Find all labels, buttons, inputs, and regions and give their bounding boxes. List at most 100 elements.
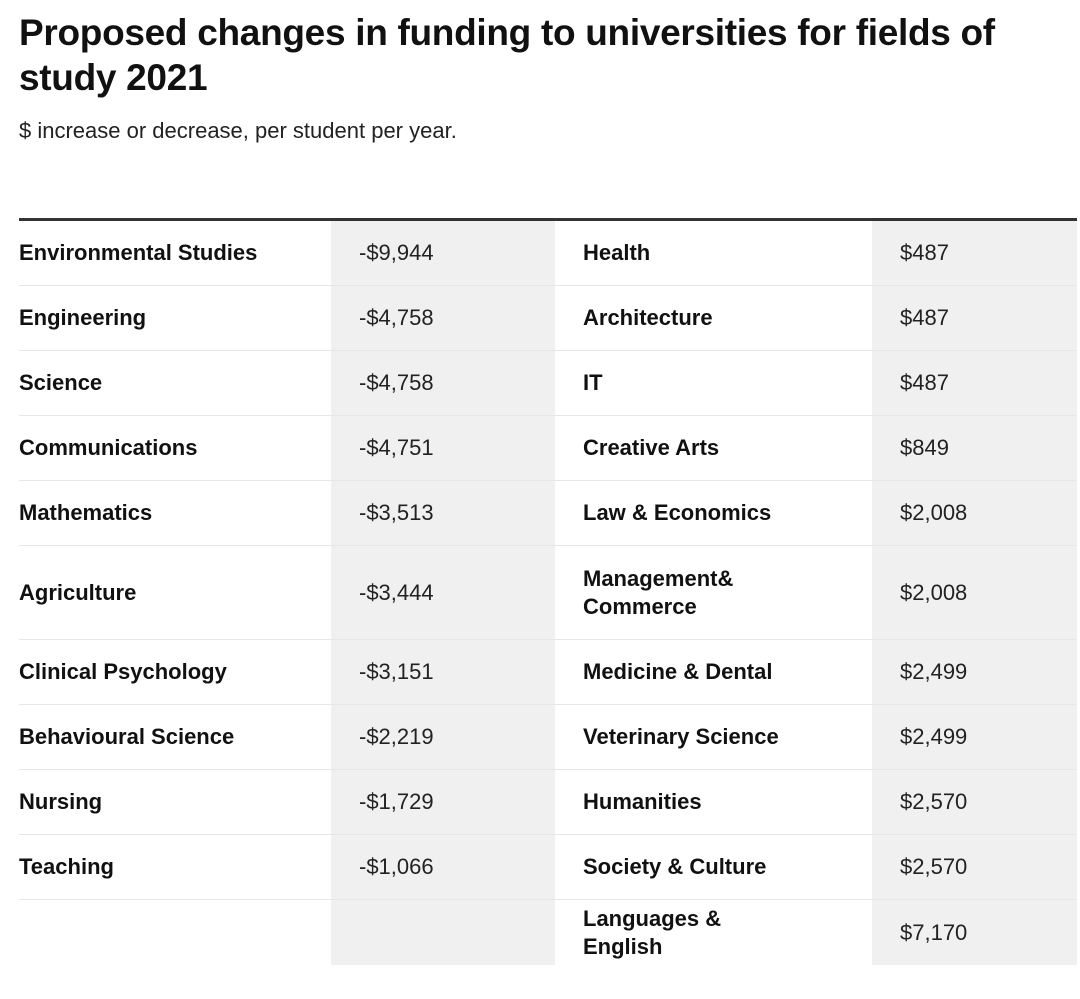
value-b-cell: $487 bbox=[872, 286, 1077, 350]
field-a-cell-text: Behavioural Science bbox=[19, 724, 235, 749]
field-a-cell-text: Nursing bbox=[19, 789, 103, 814]
value-b-cell-text: $487 bbox=[900, 305, 949, 330]
field-b-cell-text: Languages & English bbox=[583, 905, 722, 959]
value-a-cell: -$4,758 bbox=[331, 286, 555, 350]
field-b-cell: Creative Arts bbox=[555, 416, 872, 480]
table-row: Engineering -$4,758 Architecture $487 bbox=[19, 286, 1077, 351]
value-a-cell-text: -$9,944 bbox=[359, 240, 434, 265]
value-b-cell: $2,570 bbox=[872, 770, 1077, 834]
field-a-cell: Clinical Psychology bbox=[19, 640, 331, 704]
value-a-cell bbox=[331, 900, 555, 965]
field-a-cell-text: Communications bbox=[19, 435, 198, 460]
value-b-cell-text: $7,170 bbox=[900, 919, 968, 945]
field-b-cell-text: Creative Arts bbox=[583, 435, 720, 460]
value-a-cell: -$3,151 bbox=[331, 640, 555, 704]
value-a-cell-text: -$1,729 bbox=[359, 789, 434, 814]
field-b-cell-text: IT bbox=[583, 370, 603, 395]
field-a-cell-text: Mathematics bbox=[19, 500, 153, 525]
value-b-cell-text: $2,499 bbox=[900, 659, 968, 684]
value-a-cell-text: -$4,758 bbox=[359, 305, 434, 330]
field-a-cell: Agriculture bbox=[19, 546, 331, 639]
value-a-cell: -$1,066 bbox=[331, 835, 555, 899]
table-row: Environmental Studies -$9,944 Health $487 bbox=[19, 221, 1077, 286]
field-a-cell: Communications bbox=[19, 416, 331, 480]
value-a-cell-text: -$3,513 bbox=[359, 500, 434, 525]
value-b-cell-text: $487 bbox=[900, 370, 949, 395]
field-a-cell: Environmental Studies bbox=[19, 221, 331, 285]
field-a-cell-text: Environmental Studies bbox=[19, 240, 258, 265]
funding-table: Environmental Studies -$9,944 Health $487 En… bbox=[19, 218, 1077, 965]
field-a-cell: Nursing bbox=[19, 770, 331, 834]
value-b-cell-text: $849 bbox=[900, 435, 949, 460]
table-row: Mathematics -$3,513 Law & Economics $2,008 bbox=[19, 481, 1077, 546]
value-a-cell-text: -$3,151 bbox=[359, 659, 434, 684]
table-row: Communications -$4,751 Creative Arts $849 bbox=[19, 416, 1077, 481]
value-a-cell: -$3,444 bbox=[331, 546, 555, 639]
field-a-cell-text: Engineering bbox=[19, 305, 147, 330]
table-row: Behavioural Science -$2,219 Veterinary Sci… bbox=[19, 705, 1077, 770]
field-a-cell: Mathematics bbox=[19, 481, 331, 545]
field-a-cell: Science bbox=[19, 351, 331, 415]
field-a-cell-text: Clinical Psychology bbox=[19, 659, 227, 684]
value-b-cell: $2,008 bbox=[872, 481, 1077, 545]
field-b-cell: Management& Commerce bbox=[555, 546, 872, 639]
field-b-cell: Architecture bbox=[555, 286, 872, 350]
field-b-cell: Humanities bbox=[555, 770, 872, 834]
value-b-cell-text: $2,008 bbox=[900, 579, 968, 605]
value-b-cell: $487 bbox=[872, 351, 1077, 415]
table-row: Languages & English $7,170 bbox=[19, 900, 1077, 965]
chart-subtitle: $ increase or decrease, per student per … bbox=[19, 118, 457, 143]
value-b-cell-text: $487 bbox=[900, 240, 949, 265]
value-a-cell-text: -$2,219 bbox=[359, 724, 434, 749]
value-b-cell-text: $2,570 bbox=[900, 789, 968, 814]
table-row: Nursing -$1,729 Humanities $2,570 bbox=[19, 770, 1077, 835]
field-b-cell-text: Law & Economics bbox=[583, 500, 772, 525]
field-b-cell: Law & Economics bbox=[555, 481, 872, 545]
field-b-cell: Languages & English bbox=[555, 900, 872, 965]
value-b-cell: $487 bbox=[872, 221, 1077, 285]
value-a-cell: -$4,751 bbox=[331, 416, 555, 480]
field-b-cell-text: Veterinary Science bbox=[583, 724, 779, 749]
table-row: Clinical Psychology -$3,151 Medicine & Den… bbox=[19, 640, 1077, 705]
value-a-cell-text: -$4,751 bbox=[359, 435, 434, 460]
table-row: Agriculture -$3,444 Management& Commerce $2… bbox=[19, 546, 1077, 640]
field-a-cell-text: Science bbox=[19, 370, 103, 395]
value-a-cell: -$2,219 bbox=[331, 705, 555, 769]
value-b-cell: $2,499 bbox=[872, 640, 1077, 704]
field-b-cell-text: Architecture bbox=[583, 305, 713, 330]
value-a-cell-text: -$1,066 bbox=[359, 854, 434, 879]
value-b-cell-text: $2,570 bbox=[900, 854, 968, 879]
field-b-cell: IT bbox=[555, 351, 872, 415]
field-b-cell-text: Humanities bbox=[583, 789, 702, 814]
field-b-cell-text: Management& Commerce bbox=[583, 565, 734, 619]
value-a-cell-text: -$4,758 bbox=[359, 370, 434, 395]
field-b-cell: Health bbox=[555, 221, 872, 285]
field-a-cell: Teaching bbox=[19, 835, 331, 899]
value-b-cell: $2,570 bbox=[872, 835, 1077, 899]
field-b-cell: Veterinary Science bbox=[555, 705, 872, 769]
field-b-cell-text: Health bbox=[583, 240, 651, 265]
value-a-cell: -$4,758 bbox=[331, 351, 555, 415]
field-b-cell-text: Medicine & Dental bbox=[583, 659, 773, 684]
table-row: Science -$4,758 IT $487 bbox=[19, 351, 1077, 416]
value-b-cell: $7,170 bbox=[872, 900, 1077, 965]
value-b-cell: $2,008 bbox=[872, 546, 1077, 639]
value-b-cell-text: $2,008 bbox=[900, 500, 968, 525]
value-a-cell: -$9,944 bbox=[331, 221, 555, 285]
field-b-cell: Medicine & Dental bbox=[555, 640, 872, 704]
field-a-cell: Behavioural Science bbox=[19, 705, 331, 769]
field-b-cell: Society & Culture bbox=[555, 835, 872, 899]
value-b-cell-text: $2,499 bbox=[900, 724, 968, 749]
value-a-cell-text: -$3,444 bbox=[359, 579, 434, 605]
value-a-cell: -$3,513 bbox=[331, 481, 555, 545]
field-b-cell-text: Society & Culture bbox=[583, 854, 767, 879]
table-row: Teaching -$1,066 Society & Culture $2,570 bbox=[19, 835, 1077, 900]
field-a-cell-text: Teaching bbox=[19, 854, 114, 879]
field-a-cell bbox=[19, 900, 331, 965]
field-a-cell-text: Agriculture bbox=[19, 579, 137, 605]
value-b-cell: $849 bbox=[872, 416, 1077, 480]
value-b-cell: $2,499 bbox=[872, 705, 1077, 769]
field-a-cell: Engineering bbox=[19, 286, 331, 350]
value-a-cell: -$1,729 bbox=[331, 770, 555, 834]
chart-title: Proposed changes in funding to universit… bbox=[19, 12, 995, 98]
